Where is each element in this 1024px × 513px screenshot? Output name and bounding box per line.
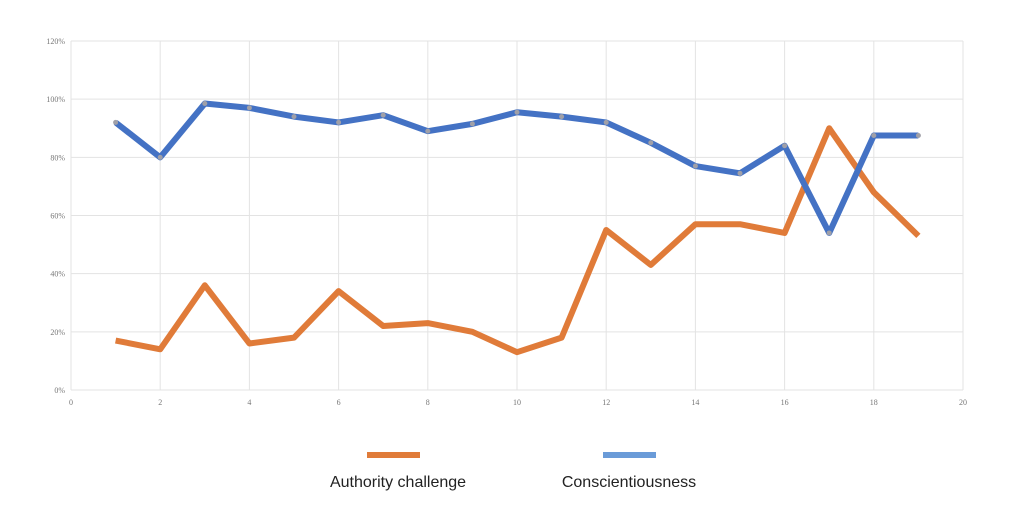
data-point (291, 114, 297, 120)
legend-label-authority-challenge: Authority challenge (330, 474, 466, 491)
data-point (336, 119, 342, 125)
data-point (737, 170, 743, 176)
data-point (246, 105, 252, 111)
x-tick-label: 4 (247, 398, 251, 407)
x-tick-label: 0 (69, 398, 73, 407)
data-point (871, 133, 877, 139)
legend-label-conscientiousness: Conscientiousness (562, 474, 696, 491)
data-point (603, 119, 609, 125)
y-axis-ticks: 0% 20% 40% 60% 80% 100% 120% (46, 37, 65, 395)
grid (70, 40, 964, 391)
data-point (202, 101, 208, 107)
x-tick-label: 8 (426, 398, 430, 407)
data-point (380, 112, 386, 118)
x-tick-label: 20 (959, 398, 967, 407)
y-tick-label: 80% (50, 153, 65, 162)
x-tick-label: 6 (337, 398, 341, 407)
data-point (915, 133, 921, 139)
x-tick-label: 2 (158, 398, 162, 407)
series-lines (113, 100, 921, 356)
data-point (648, 140, 654, 146)
y-tick-label: 100% (46, 95, 65, 104)
y-tick-label: 40% (50, 270, 65, 279)
y-tick-label: 120% (46, 37, 65, 46)
data-point (469, 121, 475, 127)
legend: Authority challenge Conscientiousness (330, 452, 696, 491)
data-point (559, 114, 565, 120)
y-tick-label: 20% (50, 328, 65, 337)
x-tick-label: 18 (870, 398, 878, 407)
x-axis-ticks: 0 2 4 6 8 10 12 14 16 18 20 (69, 398, 967, 407)
data-point (113, 119, 119, 125)
x-tick-label: 14 (691, 398, 699, 407)
data-point (692, 163, 698, 169)
data-point (782, 143, 788, 149)
data-point (425, 128, 431, 134)
data-point (157, 154, 163, 160)
x-tick-label: 16 (781, 398, 789, 407)
data-point (514, 109, 520, 115)
data-point (826, 230, 832, 236)
x-tick-label: 10 (513, 398, 521, 407)
y-tick-label: 60% (50, 212, 65, 221)
x-tick-label: 12 (602, 398, 610, 407)
y-tick-label: 0% (54, 386, 65, 395)
